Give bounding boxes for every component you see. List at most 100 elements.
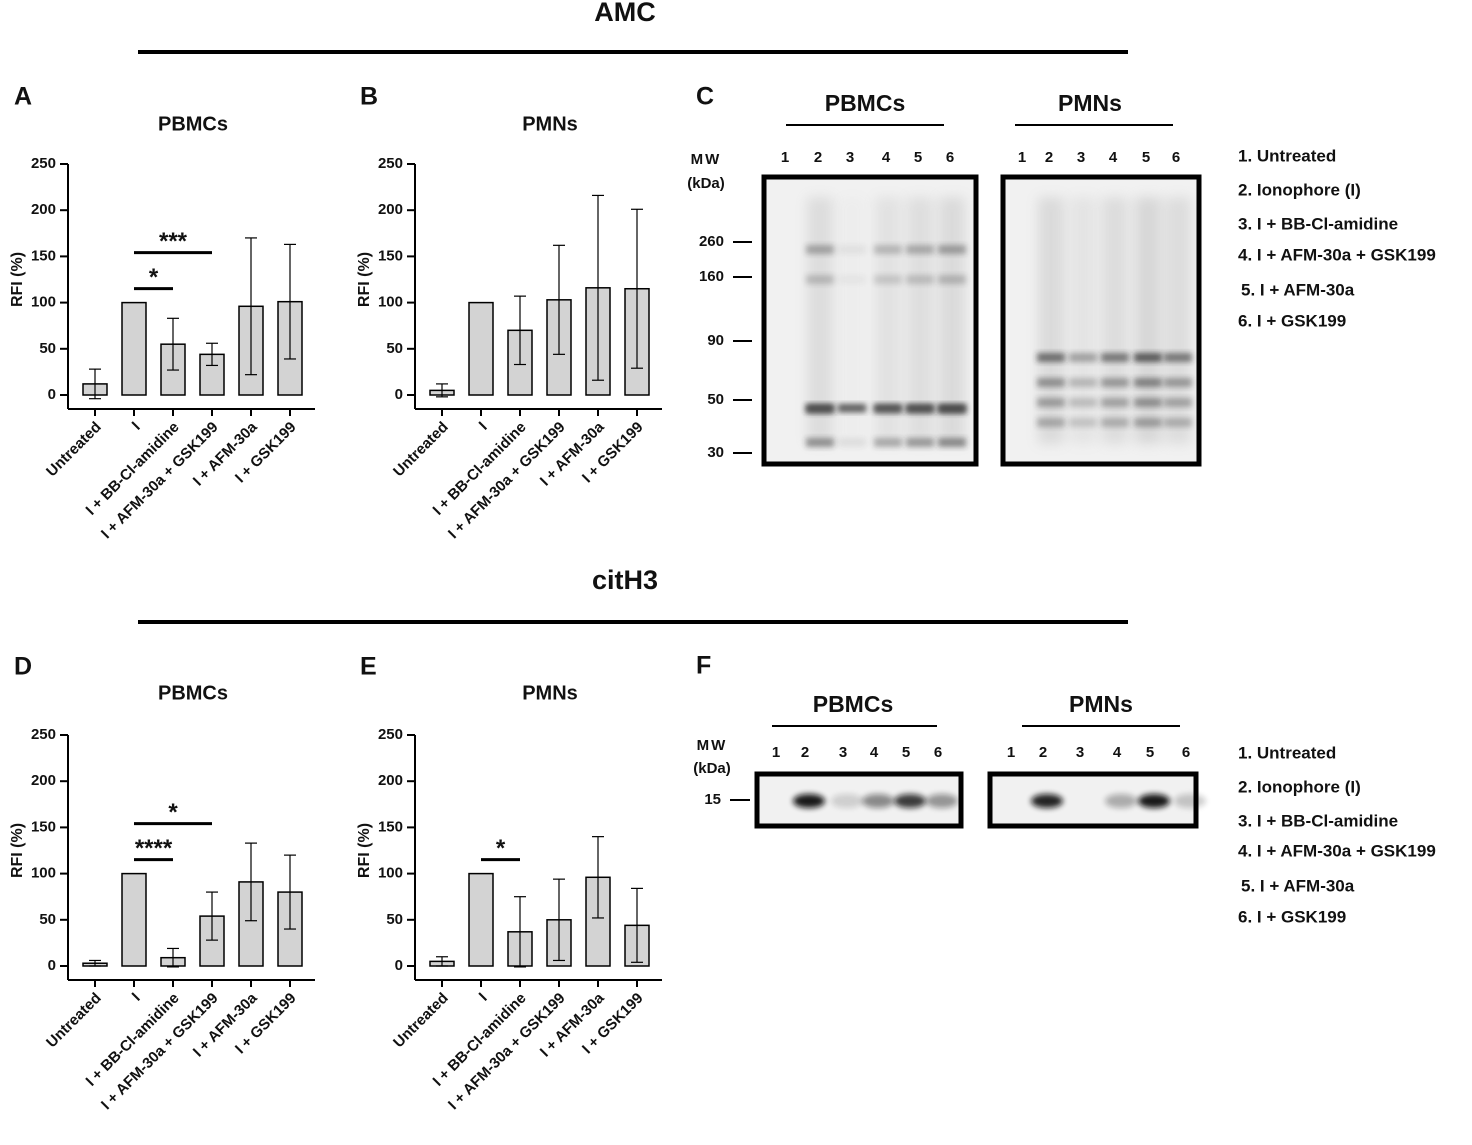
lane-number: 4: [1113, 744, 1122, 761]
error-bar: [436, 383, 448, 398]
blot-band: [862, 794, 894, 808]
blot-band: [1101, 353, 1129, 362]
significance-label: ***: [159, 228, 188, 255]
x-tick-label: I: [476, 419, 491, 434]
error-bar: [284, 854, 296, 930]
y-tick-label: 100: [31, 294, 56, 311]
blot-band: [1134, 353, 1162, 362]
error-bar: [631, 887, 643, 963]
lane-number: 5: [1146, 744, 1154, 761]
legend-item: 5. I + AFM-30a: [1241, 876, 1355, 895]
blot-image: [754, 771, 964, 829]
mw-marker: 50: [707, 391, 724, 408]
y-tick-label: 0: [48, 957, 56, 974]
y-tick-label: 150: [31, 247, 56, 264]
error-bar: [89, 368, 101, 400]
legend-item: 2. Ionophore (I): [1238, 777, 1361, 796]
blot-image: [1000, 174, 1202, 467]
blot-smear: [939, 197, 965, 444]
mw-marker: 30: [707, 444, 724, 461]
y-tick-label: 50: [39, 911, 56, 928]
panel-letter: C: [696, 83, 714, 111]
bar: [121, 301, 147, 396]
lane-number: 1: [1018, 149, 1026, 166]
error-bar: [89, 959, 101, 967]
blot-band: [1164, 378, 1192, 387]
blot-band: [1138, 794, 1170, 808]
blot-group-title: PMNs: [1058, 90, 1122, 116]
blot-frame: [987, 771, 1199, 829]
blot-band: [1037, 378, 1065, 387]
blot-band: [1164, 418, 1192, 427]
blot-band: [874, 275, 902, 284]
blot-frame: [754, 771, 964, 829]
lane-number: 3: [1076, 744, 1084, 761]
section-title: citH3: [592, 565, 658, 595]
x-tick-label: Untreated: [43, 419, 105, 481]
chart-title: PBMCs: [158, 113, 228, 135]
lane-number: 4: [1109, 149, 1118, 166]
bar: [468, 872, 494, 967]
blot-band: [806, 438, 834, 447]
legend-item: 4. I + AFM-30a + GSK199: [1238, 841, 1436, 860]
blot-band: [831, 794, 863, 808]
y-tick-label: 250: [378, 155, 403, 172]
lane-number: 5: [914, 149, 922, 166]
legend-item: 6. I + GSK199: [1238, 311, 1346, 330]
mw-marker: 160: [699, 268, 724, 285]
y-axis-label: RFI (%): [356, 823, 373, 878]
panel-letter: E: [360, 653, 377, 681]
x-tick-label: I: [129, 419, 144, 434]
significance-label: ****: [135, 835, 173, 862]
x-tick-label: Untreated: [390, 990, 452, 1052]
lane-number: 6: [1172, 149, 1180, 166]
mw-label: MW: [697, 737, 728, 754]
lane-number: 1: [772, 744, 780, 761]
lane-number: 6: [946, 149, 954, 166]
blot-smear: [907, 197, 933, 444]
blot-band: [838, 438, 866, 447]
blot-band: [806, 404, 834, 412]
blot-band: [938, 275, 966, 284]
y-tick-label: 100: [378, 294, 403, 311]
blot-band: [1069, 353, 1097, 362]
y-tick-label: 50: [386, 911, 403, 928]
x-tick-label: Untreated: [390, 419, 452, 481]
mw-marker: 15: [704, 791, 721, 808]
error-bar: [206, 891, 218, 941]
y-tick-label: 200: [378, 201, 403, 218]
blot-band: [894, 794, 926, 808]
blot-band: [838, 275, 866, 284]
mw-unit: (kDa): [693, 760, 731, 777]
error-bar: [592, 836, 604, 919]
lane-number: 2: [1039, 744, 1047, 761]
lane-number: 3: [1077, 149, 1085, 166]
blot-band: [1037, 353, 1065, 362]
lane-number: 2: [814, 149, 822, 166]
x-tick-label: I: [129, 990, 144, 1005]
lane-number: 3: [839, 744, 847, 761]
legend-item: 5. I + AFM-30a: [1241, 280, 1355, 299]
chart-title: PBMCs: [158, 682, 228, 704]
mw-marker: 90: [707, 332, 724, 349]
legend-item: 3. I + BB-Cl-amidine: [1238, 214, 1398, 233]
blot-band: [1174, 794, 1206, 808]
blot-band: [938, 404, 966, 412]
error-bar: [284, 243, 296, 360]
error-bar: [514, 896, 526, 968]
lane-number: 2: [1045, 149, 1053, 166]
lane-number: 4: [870, 744, 879, 761]
y-tick-label: 200: [378, 772, 403, 789]
y-tick-label: 0: [395, 957, 403, 974]
lane-number: 3: [846, 149, 854, 166]
blot-band: [1037, 418, 1065, 427]
error-bar: [245, 237, 257, 376]
panel-letter: B: [360, 83, 378, 111]
y-tick-label: 0: [48, 386, 56, 403]
y-tick-label: 200: [31, 201, 56, 218]
blot-band: [906, 438, 934, 447]
legend-item: 3. I + BB-Cl-amidine: [1238, 811, 1398, 830]
error-bar: [245, 842, 257, 922]
y-tick-label: 250: [31, 155, 56, 172]
